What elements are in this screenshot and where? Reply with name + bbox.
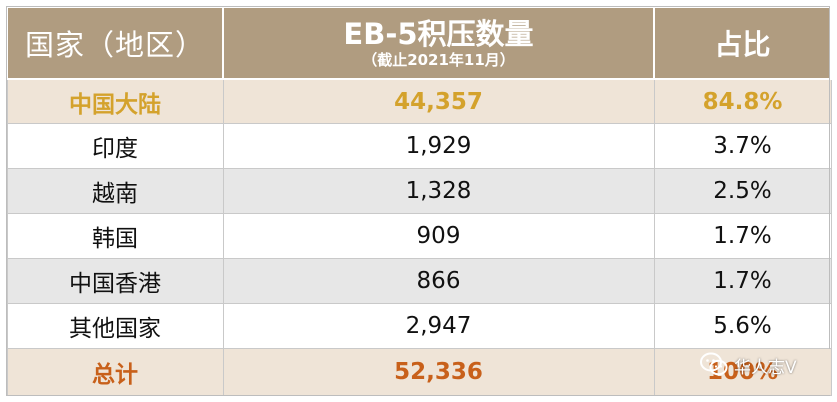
count-cell: 866 xyxy=(222,258,655,305)
count-cell: 1,929 xyxy=(222,123,655,170)
header-backlog-subtitle: （截止2021年11月） xyxy=(362,51,515,69)
header-country: 国家（地区） xyxy=(6,6,224,80)
country-cell: 中国香港 xyxy=(6,258,224,305)
header-ratio-label: 占比 xyxy=(714,28,771,61)
country-cell: 印度 xyxy=(6,123,224,170)
table-header: 国家（地区） EB-5积压数量 （截止2021年11月） 占比 xyxy=(6,6,832,80)
count-cell: 909 xyxy=(222,213,655,260)
eb5-backlog-table: 国家（地区） EB-5积压数量 （截止2021年11月） 占比 中国大陆 44,… xyxy=(6,6,832,397)
header-ratio: 占比 xyxy=(653,6,832,80)
ratio-cell: 1.7% xyxy=(653,258,832,305)
ratio-cell: 1.7% xyxy=(653,213,832,260)
table-row: 其他国家 2,947 5.6% xyxy=(6,303,832,349)
table-row: 中国大陆 44,357 84.8% xyxy=(6,78,832,125)
header-row: 国家（地区） EB-5积压数量 （截止2021年11月） 占比 xyxy=(6,6,832,80)
ratio-cell: 2.5% xyxy=(653,168,832,215)
eb5-backlog-table-container: 国家（地区） EB-5积压数量 （截止2021年11月） 占比 中国大陆 44,… xyxy=(6,6,832,397)
count-cell: 44,357 xyxy=(222,78,655,125)
total-ratio-cell: 100% xyxy=(653,347,832,397)
country-cell: 中国大陆 xyxy=(6,78,224,125)
country-cell: 越南 xyxy=(6,168,224,215)
country-cell: 韩国 xyxy=(6,213,224,260)
country-cell: 其他国家 xyxy=(6,303,224,349)
table-row: 越南 1,328 2.5% xyxy=(6,168,832,215)
total-row: 总计 52,336 100% xyxy=(6,347,832,397)
table-row: 中国香港 866 1.7% xyxy=(6,258,832,305)
ratio-cell: 3.7% xyxy=(653,123,832,170)
count-cell: 1,328 xyxy=(222,168,655,215)
ratio-cell: 5.6% xyxy=(653,303,832,349)
table-row: 韩国 909 1.7% xyxy=(6,213,832,260)
header-backlog-title: EB-5积压数量 xyxy=(343,17,534,51)
table-body: 中国大陆 44,357 84.8% 印度 1,929 3.7% 越南 1,328… xyxy=(6,78,832,397)
count-cell: 2,947 xyxy=(222,303,655,349)
header-backlog: EB-5积压数量 （截止2021年11月） xyxy=(222,6,655,80)
total-count-cell: 52,336 xyxy=(222,347,655,397)
header-country-label: 国家（地区） xyxy=(24,28,205,62)
ratio-cell: 84.8% xyxy=(653,78,832,125)
total-label-cell: 总计 xyxy=(6,347,224,397)
table-row: 印度 1,929 3.7% xyxy=(6,123,832,170)
